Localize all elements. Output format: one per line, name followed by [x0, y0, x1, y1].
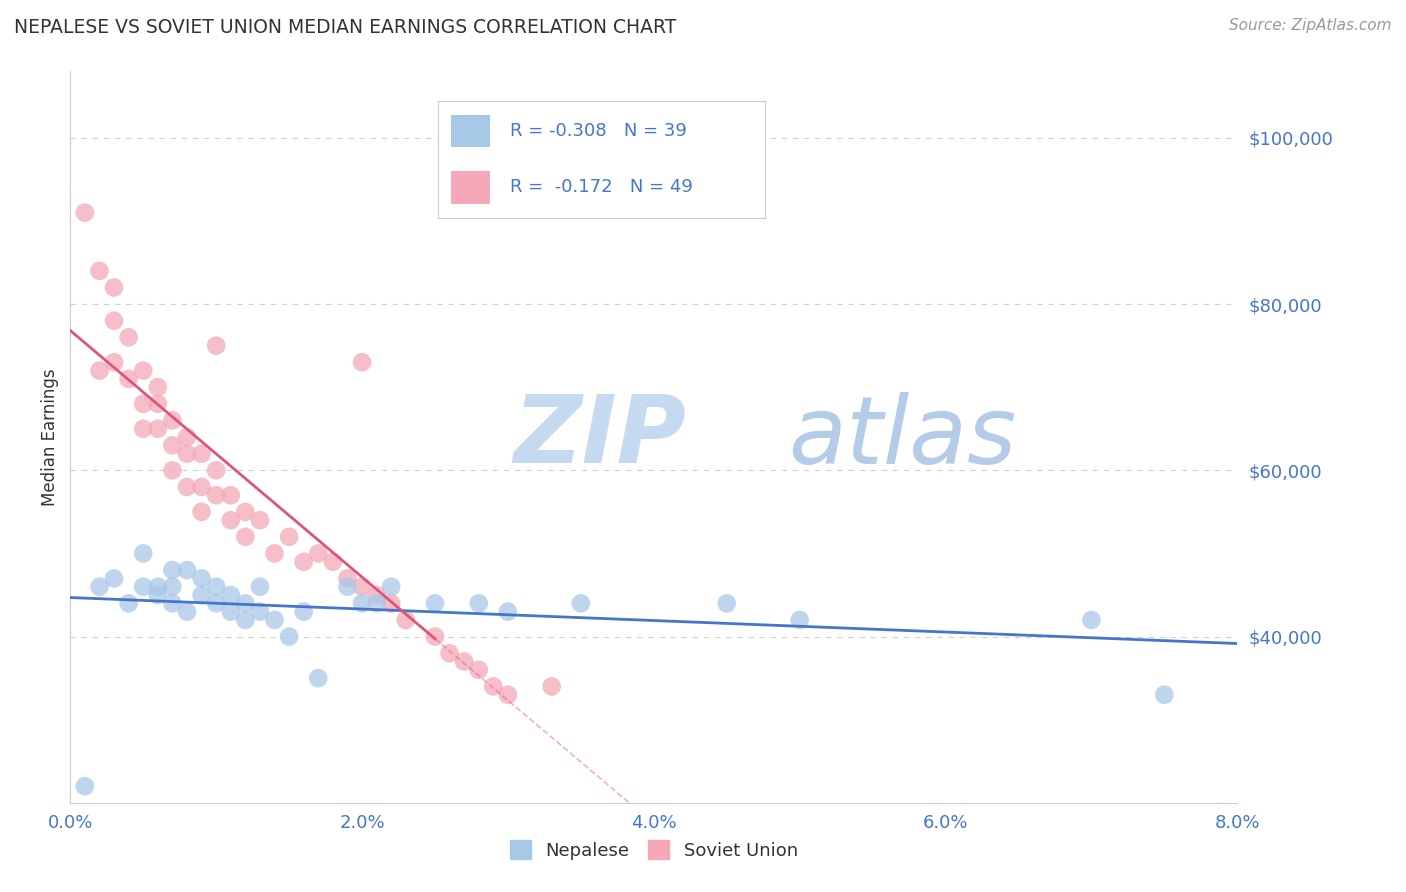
Point [103, 280, 125, 294]
Point [162, 413, 184, 427]
Point [89, 363, 111, 377]
Point [467, 596, 491, 610]
Point [366, 588, 388, 602]
Point [162, 463, 184, 477]
Point [118, 596, 141, 610]
Point [132, 546, 155, 560]
Point [366, 596, 388, 610]
Point [453, 655, 475, 669]
Point [233, 505, 256, 519]
Point [496, 688, 519, 702]
Point [716, 596, 738, 610]
Point [205, 596, 228, 610]
Point [249, 605, 271, 619]
Point [789, 613, 811, 627]
Point [176, 480, 198, 494]
Point [292, 555, 315, 569]
Point [146, 397, 169, 411]
Point [146, 380, 169, 394]
Point [233, 596, 256, 610]
Point [190, 505, 212, 519]
Point [176, 563, 198, 577]
Point [73, 779, 96, 793]
Point [205, 463, 228, 477]
Point [118, 372, 141, 386]
Point [132, 422, 155, 436]
Y-axis label: Median Earnings: Median Earnings [41, 368, 59, 506]
Point [307, 671, 329, 685]
Point [336, 571, 359, 585]
Point [233, 530, 256, 544]
Point [263, 546, 285, 560]
Point [263, 613, 285, 627]
Point [322, 555, 344, 569]
Point [219, 513, 242, 527]
Point [176, 430, 198, 444]
Point [249, 513, 271, 527]
Point [249, 580, 271, 594]
Text: ZIP: ZIP [513, 391, 686, 483]
Point [73, 205, 96, 219]
Point [352, 580, 374, 594]
Point [89, 264, 111, 278]
Point [132, 363, 155, 377]
Point [233, 613, 256, 627]
Point [336, 580, 359, 594]
Point [190, 447, 212, 461]
Point [496, 605, 519, 619]
Point [423, 596, 446, 610]
Legend: Nepalese, Soviet Union: Nepalese, Soviet Union [502, 833, 806, 867]
Point [1080, 613, 1102, 627]
Point [162, 563, 184, 577]
Text: atlas: atlas [787, 392, 1017, 483]
Point [89, 580, 111, 594]
Point [205, 580, 228, 594]
Point [162, 438, 184, 452]
Point [352, 355, 374, 369]
Point [176, 447, 198, 461]
Point [467, 663, 491, 677]
Point [146, 588, 169, 602]
Point [219, 605, 242, 619]
Point [162, 596, 184, 610]
Point [219, 488, 242, 502]
Point [190, 571, 212, 585]
Point [482, 680, 505, 694]
Point [205, 488, 228, 502]
Point [1153, 688, 1175, 702]
Point [569, 596, 592, 610]
Point [219, 588, 242, 602]
Point [352, 596, 374, 610]
Point [292, 605, 315, 619]
Point [162, 580, 184, 594]
Point [278, 530, 301, 544]
Point [132, 397, 155, 411]
Point [176, 605, 198, 619]
Point [146, 580, 169, 594]
Point [278, 630, 301, 644]
Point [540, 680, 562, 694]
Point [380, 580, 402, 594]
Point [395, 613, 418, 627]
Point [103, 355, 125, 369]
Point [146, 422, 169, 436]
Text: NEPALESE VS SOVIET UNION MEDIAN EARNINGS CORRELATION CHART: NEPALESE VS SOVIET UNION MEDIAN EARNINGS… [14, 18, 676, 37]
Text: Source: ZipAtlas.com: Source: ZipAtlas.com [1229, 18, 1392, 33]
Point [132, 580, 155, 594]
Point [423, 630, 446, 644]
Point [439, 646, 461, 660]
Point [103, 314, 125, 328]
Point [307, 546, 329, 560]
Point [118, 330, 141, 344]
Point [190, 588, 212, 602]
Point [190, 480, 212, 494]
Point [103, 571, 125, 585]
Point [205, 339, 228, 353]
Point [380, 596, 402, 610]
